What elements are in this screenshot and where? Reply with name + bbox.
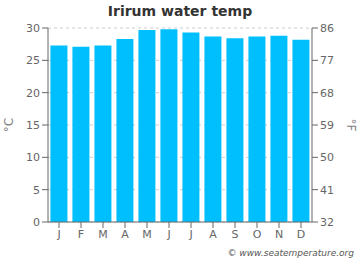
svg-text:M: M bbox=[98, 228, 108, 241]
svg-text:A: A bbox=[209, 228, 217, 241]
svg-text:M: M bbox=[142, 228, 152, 241]
svg-text:°F: °F bbox=[344, 119, 352, 132]
svg-text:O: O bbox=[253, 228, 262, 241]
svg-text:68: 68 bbox=[320, 87, 334, 100]
svg-text:A: A bbox=[121, 228, 129, 241]
svg-text:N: N bbox=[275, 228, 283, 241]
svg-text:°C: °C bbox=[8, 118, 16, 132]
svg-text:0: 0 bbox=[33, 216, 40, 229]
svg-text:50: 50 bbox=[320, 151, 334, 164]
svg-text:F: F bbox=[78, 228, 84, 241]
svg-text:32: 32 bbox=[320, 216, 334, 229]
svg-text:77: 77 bbox=[320, 54, 334, 67]
svg-text:59: 59 bbox=[320, 119, 334, 132]
svg-text:20: 20 bbox=[26, 87, 40, 100]
svg-text:30: 30 bbox=[26, 22, 40, 35]
svg-text:J: J bbox=[56, 228, 60, 241]
svg-text:5: 5 bbox=[33, 184, 40, 197]
html-text:Irirum water temp: Irirum water temp bbox=[107, 3, 253, 19]
svg-text:10: 10 bbox=[26, 151, 40, 164]
svg-text:J: J bbox=[166, 228, 170, 241]
svg-text:S: S bbox=[232, 228, 239, 241]
svg-text:86: 86 bbox=[320, 22, 334, 35]
svg-text:J: J bbox=[188, 228, 192, 241]
svg-text:D: D bbox=[297, 228, 305, 241]
svg-text:15: 15 bbox=[26, 119, 40, 132]
html-text:© www.seatemperature.org: © www.seatemperature.org bbox=[227, 248, 354, 258]
svg-text:41: 41 bbox=[320, 184, 334, 197]
svg-text:25: 25 bbox=[26, 54, 40, 67]
